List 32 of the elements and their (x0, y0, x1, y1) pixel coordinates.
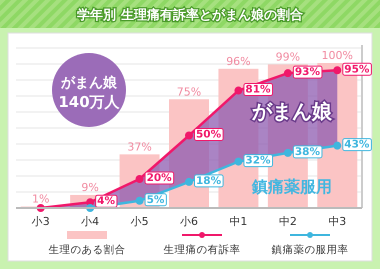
data-label: 18% (196, 174, 222, 187)
data-label: 1% (32, 192, 50, 206)
data-label: 81% (245, 84, 272, 96)
data-label: 75% (176, 85, 202, 98)
x-tick-label: 小3 (32, 215, 50, 228)
data-label: 99% (276, 50, 300, 64)
data-label: 38% (294, 146, 320, 158)
data-label: 37% (127, 140, 152, 154)
data-label: 43% (344, 138, 370, 151)
data-label: 32% (245, 154, 272, 167)
data-label: 96% (226, 54, 251, 68)
annotation: 鎮痛薬服用 (251, 177, 332, 196)
data-label: 50% (196, 128, 222, 140)
data-label: 95% (344, 63, 370, 76)
legend-label: 鎮痛薬の服用率 (272, 243, 348, 256)
x-tick-label: 小6 (180, 215, 198, 228)
data-label: 100% (322, 49, 354, 62)
data-label: 93% (294, 66, 320, 78)
annotation: がまん娘 (251, 99, 333, 123)
annotation: がまん娘 140万人 (58, 75, 121, 111)
data-label: 5% (146, 194, 165, 206)
data-label: 4% (97, 195, 116, 208)
legend-label: 生理のある割合 (48, 243, 126, 256)
x-tick-label: 小5 (130, 215, 149, 228)
chart-title: 学年別 生理痛有訴率とがまん娘の割合 (77, 7, 303, 23)
legend-label: 生理痛の有訴率 (164, 243, 240, 256)
x-tick-label: 中1 (229, 215, 248, 228)
x-tick-label: 小4 (81, 215, 100, 228)
x-tick-label: 中3 (328, 215, 346, 228)
x-tick-label: 中2 (278, 215, 297, 228)
data-label: 20% (146, 172, 172, 184)
data-label: 9% (81, 180, 99, 194)
